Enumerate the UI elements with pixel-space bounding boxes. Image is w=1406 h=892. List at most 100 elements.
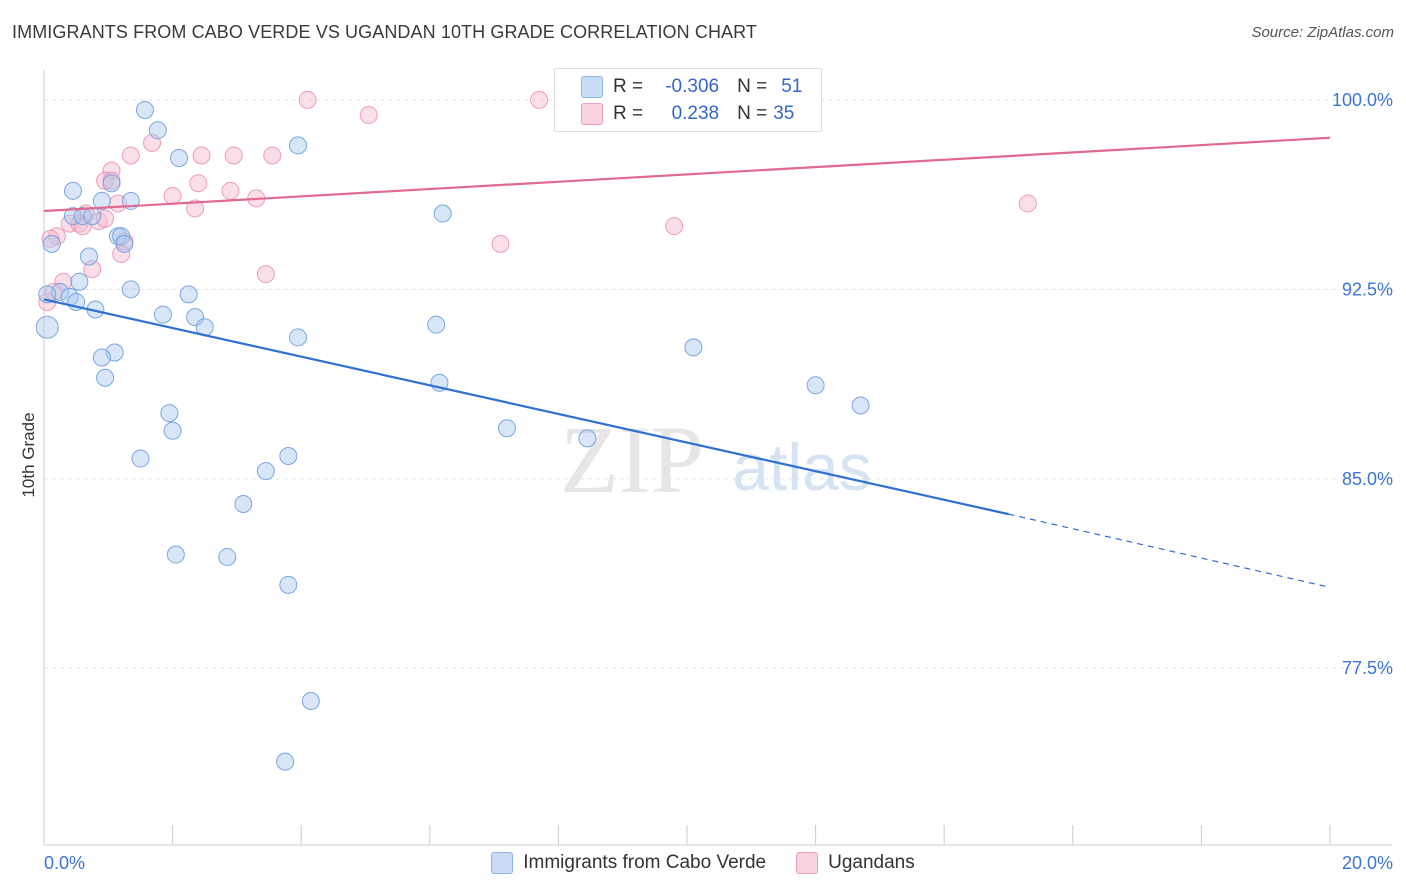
- cabo-verde-point: [153, 305, 172, 324]
- cabo-verde-point: [70, 272, 89, 291]
- legend-label-cabo-verde: Immigrants from Cabo Verde: [523, 852, 767, 873]
- r-label-2: R =: [613, 103, 644, 124]
- ugandans-point: [665, 217, 684, 236]
- cabo-verde-point: [234, 495, 253, 514]
- cabo-verde-point: [83, 207, 102, 226]
- chart-source: Source: ZipAtlas.com: [1251, 24, 1394, 41]
- watermark-zip: ZIP: [560, 406, 704, 513]
- n-value-1: 51: [781, 76, 803, 97]
- ugandans-point: [224, 146, 243, 165]
- ugandans-point: [163, 186, 182, 205]
- stats-row-cabo-verde: R = -0.306 N = 51: [581, 73, 802, 101]
- cabo-verde-point: [851, 396, 870, 415]
- n-label-1: N =: [737, 76, 768, 97]
- legend-item-cabo-verde[interactable]: Immigrants from Cabo Verde: [491, 852, 766, 874]
- r-label-1: R =: [613, 76, 644, 97]
- cabo-verde-point: [170, 148, 189, 167]
- tick-labels: 77.5% 85.0% 92.5% 100.0% 0.0% 20.0%: [44, 90, 1393, 873]
- cabo-verde-point: [256, 462, 275, 481]
- ugandans-point: [256, 265, 275, 284]
- r-value-2: 0.238: [671, 103, 720, 124]
- cabo-verde-point: [92, 348, 111, 367]
- cabo-verde-point: [279, 575, 298, 594]
- ugandans-point: [491, 234, 510, 253]
- cabo-verde-point: [102, 174, 121, 193]
- legend-label-ugandans: Ugandans: [828, 852, 915, 873]
- cabo-verde-point: [288, 136, 307, 155]
- n-value-2: 35: [773, 103, 795, 124]
- cabo-verde-point: [131, 449, 150, 468]
- cabo-verde-point: [148, 121, 167, 140]
- legend-swatch-blue: [491, 852, 514, 874]
- y-tick-label: 85.0%: [1342, 469, 1393, 489]
- cabo-verde-point: [80, 247, 99, 266]
- stats-swatch-pink: [581, 103, 603, 125]
- ugandans-point: [121, 146, 140, 165]
- ugandans-point: [186, 199, 205, 218]
- ugandans-point: [112, 244, 131, 263]
- x-tick-label-max: 20.0%: [1342, 853, 1393, 873]
- legend: Immigrants from Cabo Verde Ugandans: [0, 852, 1406, 874]
- watermark-atlas: atlas: [732, 430, 871, 504]
- ugandans-point: [221, 181, 240, 200]
- cabo-verde-point: [63, 207, 82, 226]
- cabo-verde-point: [497, 419, 516, 438]
- watermark: ZIP atlas: [560, 406, 872, 513]
- cabo-verde-point: [121, 280, 140, 299]
- cabo-verde-point: [63, 181, 82, 200]
- cabo-verde-point: [433, 204, 452, 223]
- ugandans-points: [38, 90, 1037, 311]
- cabo-verde-point: [179, 285, 198, 304]
- ugandans-point: [298, 90, 317, 109]
- cabo-verde-trend-line: [43, 298, 1009, 516]
- stats-row-ugandans: R = 0.238 N = 35: [581, 100, 794, 128]
- cabo-verde-point: [684, 338, 703, 357]
- trend-lines: [43, 136, 1331, 588]
- gridlines: [44, 99, 1392, 669]
- y-tick-label: 92.5%: [1342, 279, 1393, 299]
- cabo-verde-point: [276, 752, 295, 771]
- ugandans-point: [73, 217, 92, 236]
- cabo-verde-point: [92, 191, 111, 210]
- cabo-verde-point: [166, 545, 185, 564]
- cabo-verde-point: [288, 328, 307, 347]
- x-tick-label-min: 0.0%: [44, 853, 85, 873]
- ugandans-point: [189, 174, 208, 193]
- cabo-verde-point: [301, 692, 320, 711]
- r-value-1: -0.306: [665, 76, 720, 97]
- cabo-verde-point: [38, 285, 57, 304]
- cabo-verde-point: [279, 447, 298, 466]
- cabo-verde-trend-extension: [1008, 513, 1331, 588]
- n-label-2: N =: [737, 103, 768, 124]
- axes: [43, 70, 1392, 846]
- chart-title: IMMIGRANTS FROM CABO VERDE VS UGANDAN 10…: [12, 22, 758, 42]
- legend-swatch-pink: [796, 852, 819, 874]
- y-tick-label: 77.5%: [1342, 658, 1393, 678]
- ugandans-point: [1018, 194, 1037, 213]
- ugandans-point: [359, 106, 378, 125]
- cabo-verde-point: [806, 376, 825, 395]
- cabo-verde-point: [427, 315, 446, 334]
- ugandans-trend-line: [43, 136, 1331, 213]
- ugandans-point: [530, 90, 549, 109]
- cabo-verde-point: [35, 315, 59, 339]
- cabo-verde-point: [42, 234, 61, 253]
- cabo-verde-point: [218, 548, 237, 567]
- cabo-verde-point: [115, 234, 134, 253]
- cabo-verde-point: [73, 207, 92, 226]
- stats-box: R = -0.306 N = 51 R = 0.238 N = 35: [554, 68, 822, 132]
- y-tick-label: 100.0%: [1332, 90, 1393, 110]
- cabo-verde-point: [578, 429, 597, 448]
- legend-item-ugandans[interactable]: Ugandans: [796, 852, 915, 874]
- ugandans-point: [263, 146, 282, 165]
- y-axis-label: 10th Grade: [19, 412, 38, 497]
- stats-swatch-blue: [581, 76, 603, 98]
- cabo-verde-point: [163, 421, 182, 440]
- cabo-verde-point: [186, 308, 205, 327]
- cabo-verde-point: [96, 368, 115, 387]
- ugandans-point: [102, 161, 121, 180]
- cabo-verde-point: [135, 100, 154, 119]
- ugandans-point: [192, 146, 211, 165]
- ugandans-point: [54, 272, 73, 291]
